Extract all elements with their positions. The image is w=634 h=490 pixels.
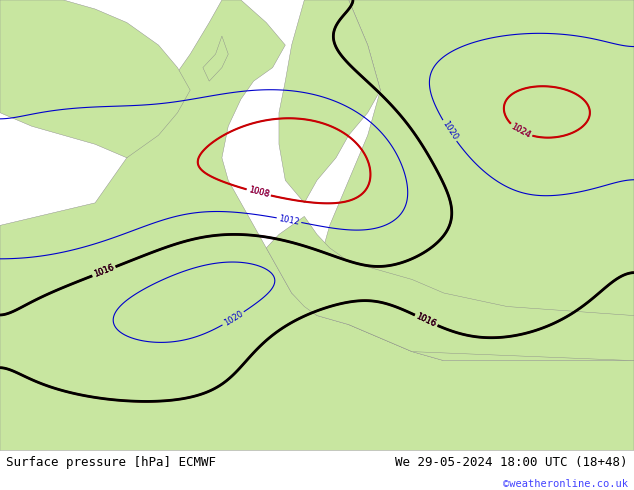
Polygon shape — [203, 36, 228, 81]
Polygon shape — [279, 0, 380, 203]
Text: 1016: 1016 — [93, 263, 115, 279]
Polygon shape — [0, 0, 190, 158]
Text: 1016: 1016 — [93, 263, 115, 279]
Polygon shape — [266, 217, 634, 361]
Text: 1008: 1008 — [247, 186, 270, 199]
Polygon shape — [0, 0, 634, 451]
Text: 1024: 1024 — [510, 122, 532, 140]
Text: 1016: 1016 — [415, 312, 437, 329]
Text: Surface pressure [hPa] ECMWF: Surface pressure [hPa] ECMWF — [6, 456, 216, 469]
Polygon shape — [317, 0, 634, 361]
Text: 1008: 1008 — [247, 186, 270, 199]
Text: 1020: 1020 — [222, 309, 245, 328]
Text: 1016: 1016 — [415, 312, 437, 329]
Text: 1016: 1016 — [415, 312, 437, 329]
Text: 1016: 1016 — [93, 263, 115, 279]
Text: ©weatheronline.co.uk: ©weatheronline.co.uk — [503, 479, 628, 489]
Text: We 29-05-2024 18:00 UTC (18+48): We 29-05-2024 18:00 UTC (18+48) — [395, 456, 628, 469]
Text: 1020: 1020 — [440, 120, 459, 142]
Text: 1012: 1012 — [278, 214, 300, 226]
Text: 1024: 1024 — [510, 122, 532, 140]
